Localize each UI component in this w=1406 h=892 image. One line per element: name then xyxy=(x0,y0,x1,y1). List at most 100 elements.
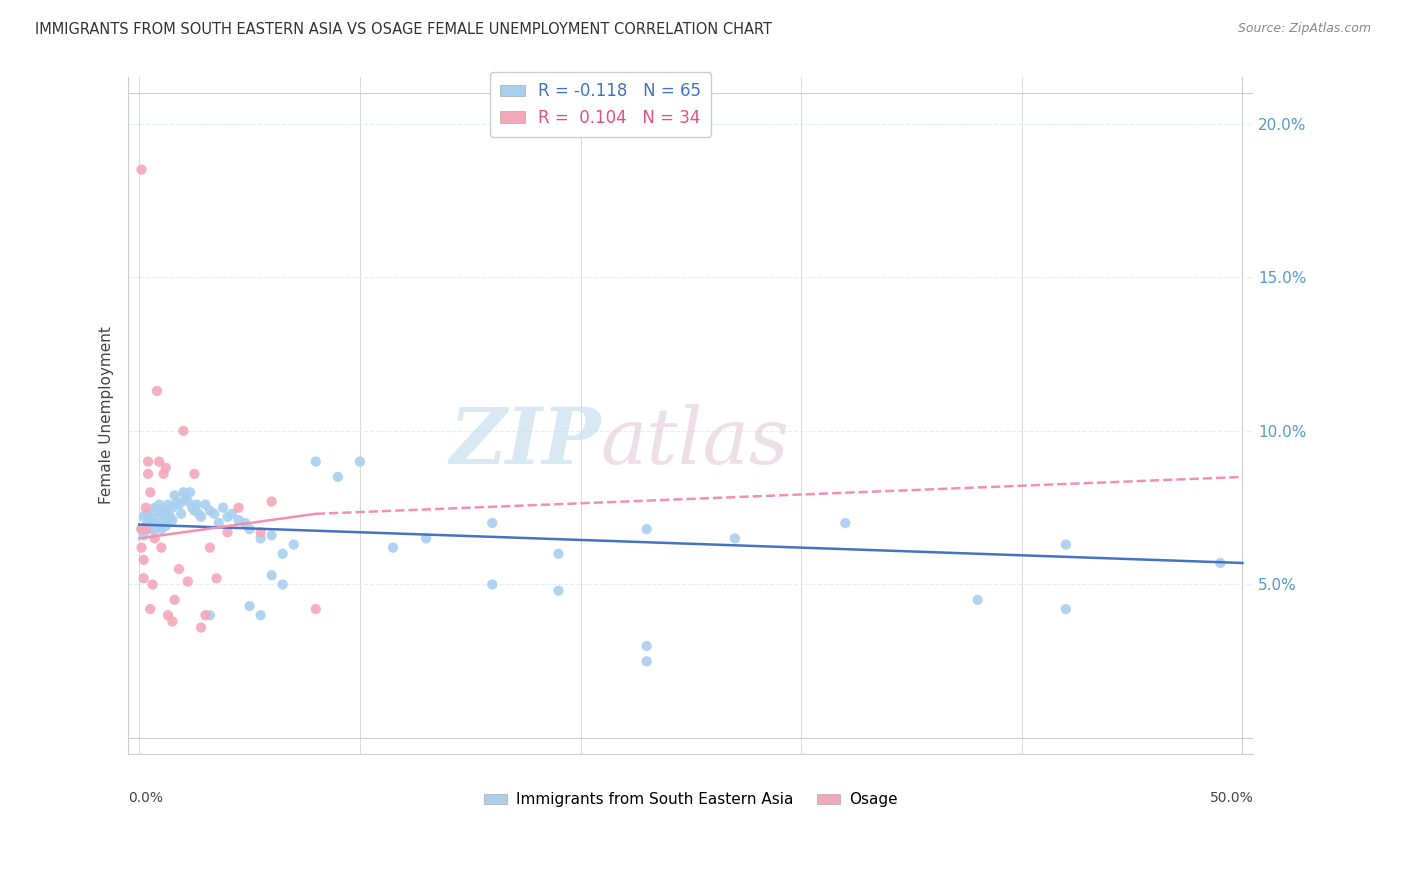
Point xyxy=(186,498,208,512)
Text: 0.0%: 0.0% xyxy=(128,790,163,805)
Text: IMMIGRANTS FROM SOUTH EASTERN ASIA VS OSAGE FEMALE UNEMPLOYMENT CORRELATION CHAR: IMMIGRANTS FROM SOUTH EASTERN ASIA VS OS… xyxy=(35,22,772,37)
Y-axis label: Female Unemployment: Female Unemployment xyxy=(100,326,114,504)
Point xyxy=(271,577,294,591)
Point xyxy=(170,507,193,521)
Point xyxy=(163,488,186,502)
Point xyxy=(194,498,217,512)
Point xyxy=(221,507,243,521)
Point xyxy=(148,498,170,512)
Point xyxy=(834,516,856,530)
Point xyxy=(135,519,157,533)
Point xyxy=(198,504,221,518)
Point xyxy=(177,574,200,589)
Point xyxy=(139,513,162,527)
Point xyxy=(146,516,169,530)
Point xyxy=(194,608,217,623)
Point xyxy=(217,509,239,524)
Point xyxy=(190,509,212,524)
Point xyxy=(155,460,177,475)
Point xyxy=(1054,602,1077,616)
Point xyxy=(326,470,349,484)
Point xyxy=(135,522,157,536)
Point xyxy=(159,509,181,524)
Point xyxy=(136,467,159,481)
Point xyxy=(136,454,159,468)
Point xyxy=(202,507,225,521)
Point xyxy=(141,516,163,530)
Point xyxy=(131,162,153,177)
Point xyxy=(166,494,188,508)
Point xyxy=(156,608,179,623)
Point xyxy=(146,384,169,398)
Point xyxy=(187,507,209,521)
Point xyxy=(131,522,153,536)
Point xyxy=(212,500,235,515)
Point xyxy=(228,513,250,527)
Point xyxy=(260,494,283,508)
Point xyxy=(143,500,166,515)
Point xyxy=(305,454,328,468)
Point xyxy=(139,602,162,616)
Point xyxy=(198,541,221,555)
Point xyxy=(141,507,163,521)
Text: 50.0%: 50.0% xyxy=(1209,790,1253,805)
Point xyxy=(233,516,256,530)
Point xyxy=(190,620,212,634)
Point xyxy=(150,509,173,524)
Point xyxy=(181,500,204,515)
Point xyxy=(155,507,177,521)
Point xyxy=(177,494,200,508)
Point xyxy=(162,513,184,527)
Point xyxy=(132,553,155,567)
Point xyxy=(143,532,166,546)
Point xyxy=(636,522,658,536)
Point xyxy=(135,507,157,521)
Point xyxy=(636,654,658,668)
Text: Source: ZipAtlas.com: Source: ZipAtlas.com xyxy=(1237,22,1371,36)
Text: atlas: atlas xyxy=(600,404,790,481)
Point xyxy=(198,608,221,623)
Point xyxy=(239,599,262,613)
Point xyxy=(152,504,174,518)
Point xyxy=(260,568,283,582)
Point xyxy=(481,516,503,530)
Point xyxy=(167,498,190,512)
Point xyxy=(132,509,155,524)
Point xyxy=(415,532,437,546)
Point xyxy=(1054,537,1077,551)
Point xyxy=(183,504,205,518)
Point xyxy=(148,454,170,468)
Point xyxy=(143,522,166,536)
Point xyxy=(172,424,194,438)
Point xyxy=(136,516,159,530)
Point xyxy=(382,541,405,555)
Point xyxy=(139,522,162,536)
Point xyxy=(547,547,569,561)
Point xyxy=(271,547,294,561)
Point xyxy=(139,485,162,500)
Point xyxy=(205,571,228,585)
Point xyxy=(135,500,157,515)
Point xyxy=(131,522,153,536)
Text: ZIP: ZIP xyxy=(449,404,600,481)
Point xyxy=(249,532,271,546)
Legend: Immigrants from South Eastern Asia, Osage: Immigrants from South Eastern Asia, Osag… xyxy=(478,786,904,814)
Point xyxy=(349,454,371,468)
Point xyxy=(132,528,155,542)
Point xyxy=(249,525,271,540)
Point xyxy=(1209,556,1232,570)
Point xyxy=(208,516,231,530)
Point xyxy=(136,509,159,524)
Point xyxy=(156,498,179,512)
Point xyxy=(724,532,747,546)
Point xyxy=(146,504,169,518)
Point xyxy=(172,485,194,500)
Point xyxy=(152,516,174,530)
Point xyxy=(167,562,190,576)
Point xyxy=(260,528,283,542)
Point xyxy=(239,522,262,536)
Point xyxy=(162,500,184,515)
Point xyxy=(283,537,305,551)
Point xyxy=(150,522,173,536)
Point xyxy=(636,639,658,653)
